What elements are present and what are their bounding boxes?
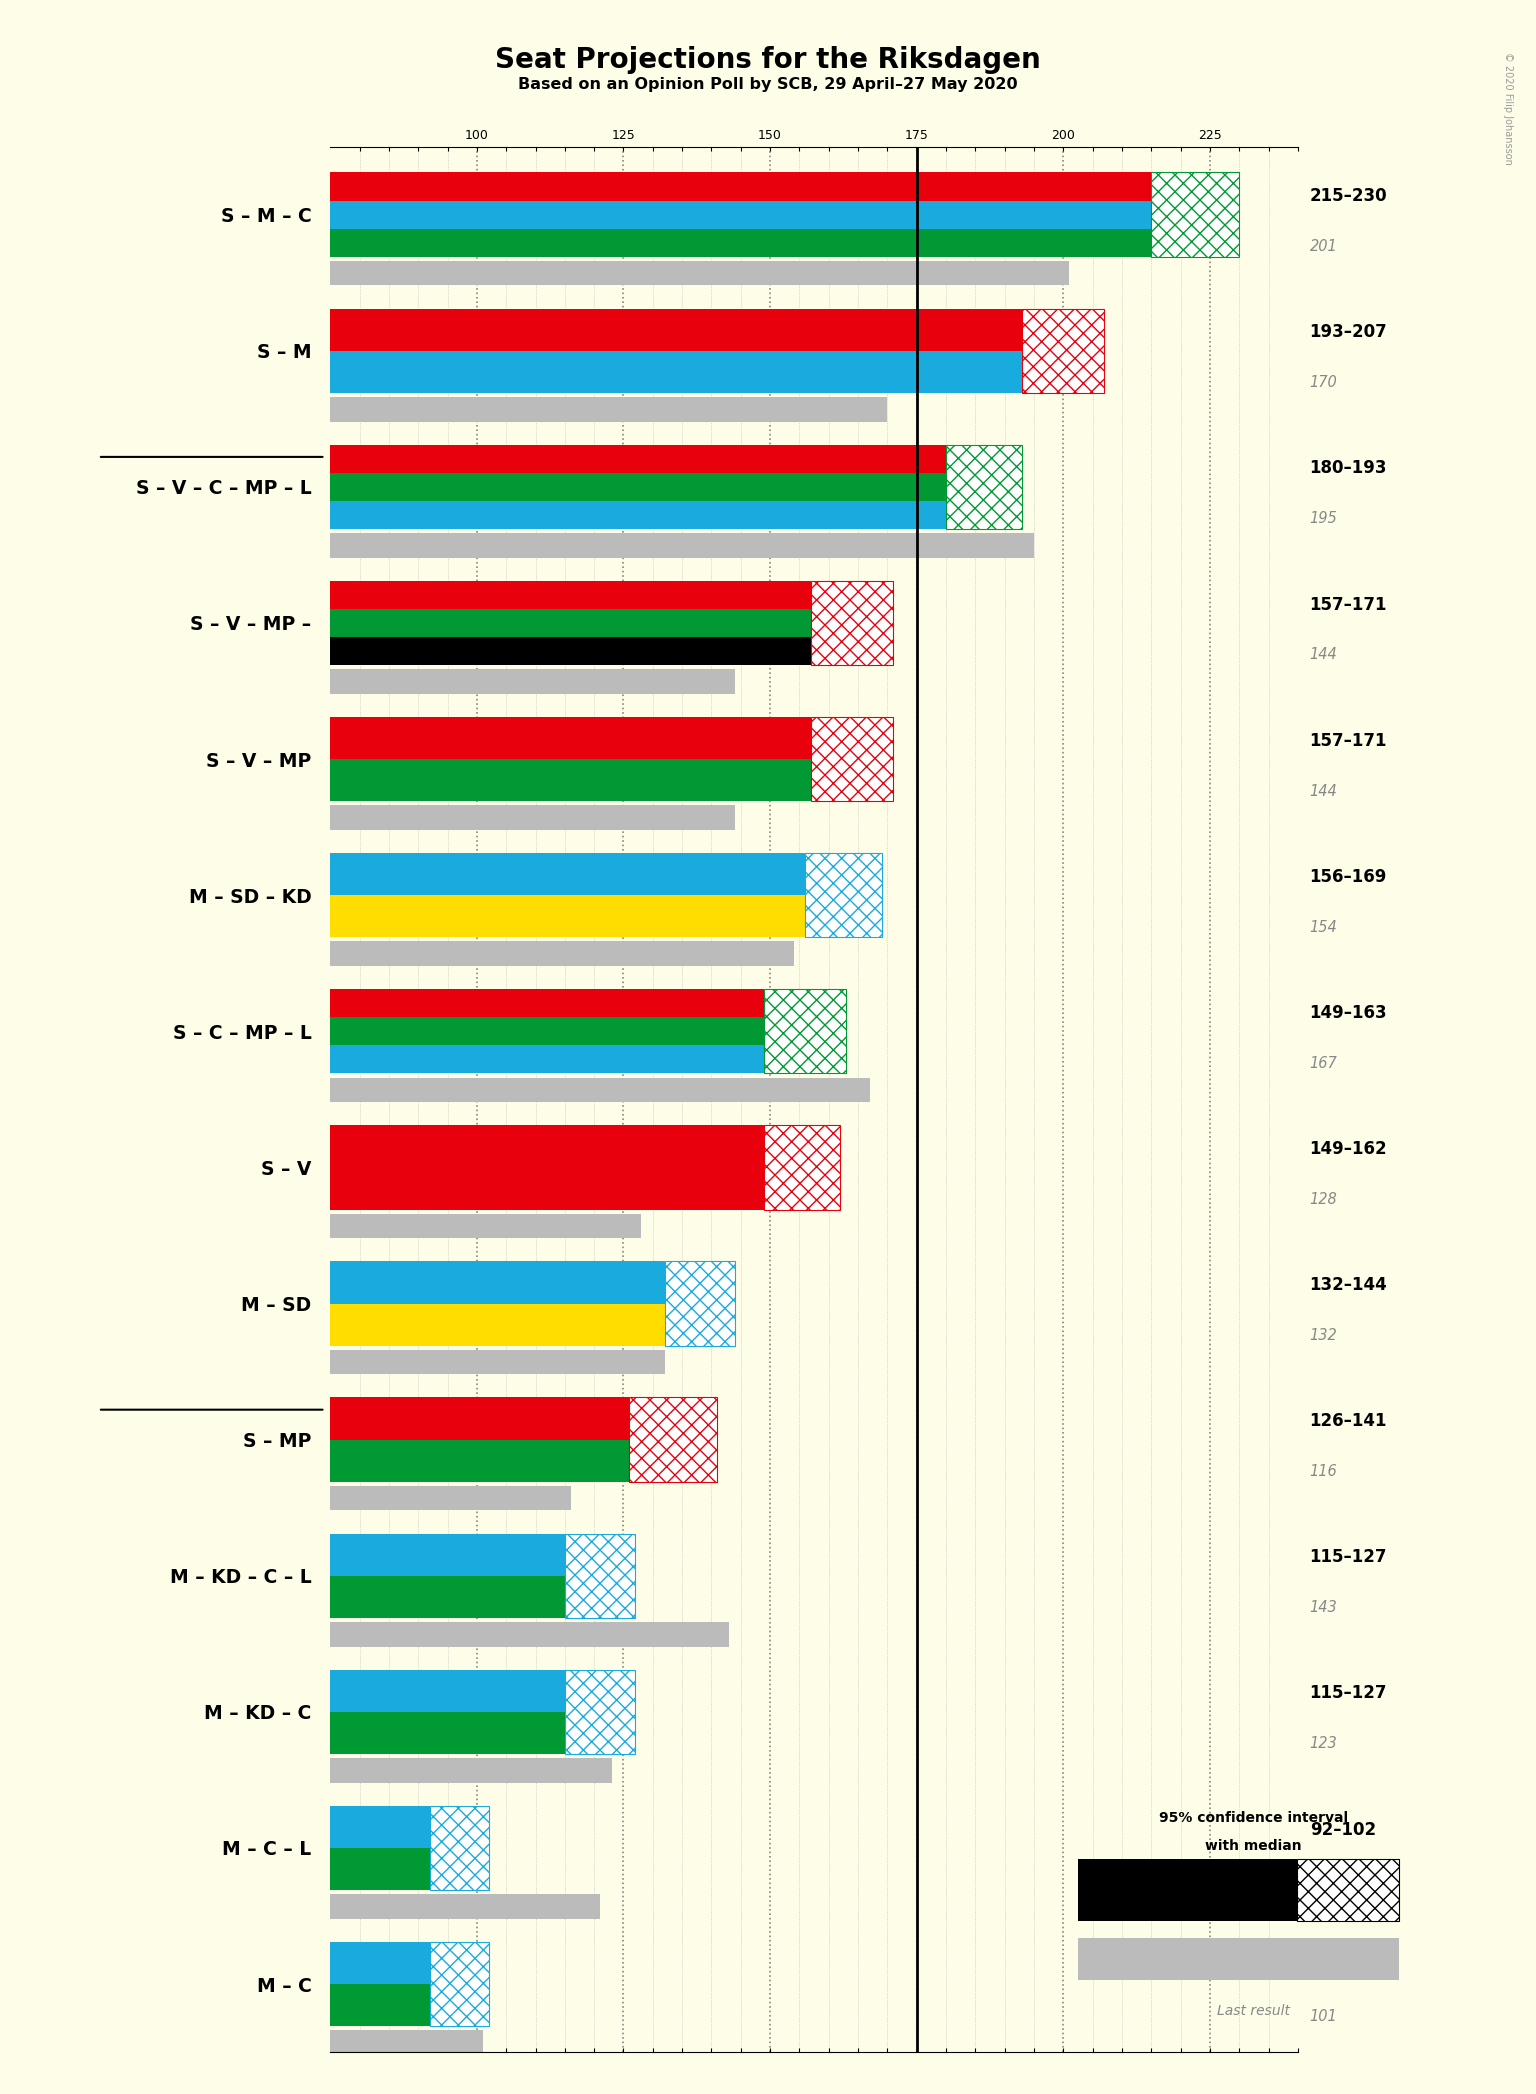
Text: © 2020 Filip Johansson: © 2020 Filip Johansson	[1502, 52, 1513, 165]
Text: 95% confidence interval: 95% confidence interval	[1158, 1811, 1349, 1826]
Bar	[330, 1623, 730, 1646]
Bar	[330, 1045, 765, 1074]
Text: 149–163: 149–163	[1310, 1003, 1387, 1022]
Text: 101: 101	[1310, 2008, 1338, 2023]
Bar	[946, 444, 1023, 530]
Bar	[811, 716, 894, 802]
Text: 144: 144	[1310, 783, 1338, 798]
Text: 132–144: 132–144	[1310, 1275, 1387, 1294]
Bar	[330, 1985, 430, 2027]
Bar	[330, 500, 946, 530]
Bar	[330, 942, 794, 965]
Text: 123: 123	[1310, 1736, 1338, 1751]
Bar	[330, 1351, 665, 1374]
Bar	[1152, 172, 1240, 258]
Bar	[430, 1805, 488, 1891]
Text: 201: 201	[1310, 239, 1338, 253]
Text: Last result: Last result	[1217, 2004, 1290, 2019]
Text: Seat Projections for the Riksdagen: Seat Projections for the Riksdagen	[495, 46, 1041, 73]
Bar	[330, 308, 1023, 352]
Text: 215–230: 215–230	[1310, 186, 1387, 205]
Text: 180–193: 180–193	[1310, 459, 1387, 477]
Bar	[565, 1669, 636, 1755]
Bar	[330, 1895, 601, 1918]
Bar	[330, 1487, 571, 1510]
Bar	[330, 1759, 611, 1782]
Bar	[330, 1397, 630, 1441]
Text: 92–102: 92–102	[1310, 1956, 1376, 1975]
Bar	[330, 262, 1069, 285]
Text: 170: 170	[1310, 375, 1338, 389]
Bar	[330, 1078, 869, 1101]
Bar	[330, 534, 1034, 557]
Bar	[330, 637, 811, 666]
Text: 115–127: 115–127	[1310, 1684, 1387, 1702]
Bar	[330, 1533, 565, 1575]
Bar	[330, 1941, 430, 1985]
Bar	[330, 1018, 765, 1045]
Bar	[330, 172, 1152, 201]
Bar	[1023, 308, 1104, 394]
Bar	[330, 1713, 565, 1755]
Bar	[330, 760, 811, 802]
Bar	[430, 1941, 488, 2027]
Text: with median: with median	[1206, 1839, 1301, 1853]
Text: 115–127: 115–127	[1310, 1547, 1387, 1566]
Bar	[811, 580, 894, 666]
Bar	[330, 444, 946, 473]
Bar	[330, 1805, 430, 1849]
Bar	[765, 988, 846, 1074]
Bar	[330, 806, 734, 829]
Bar	[330, 852, 805, 896]
Text: 167: 167	[1310, 1055, 1338, 1070]
Bar	[330, 670, 734, 693]
Bar	[330, 1577, 565, 1619]
Text: 157–171: 157–171	[1310, 595, 1387, 614]
Bar	[330, 352, 1023, 394]
Text: 154: 154	[1310, 919, 1338, 934]
Text: 195: 195	[1310, 511, 1338, 526]
Text: 157–171: 157–171	[1310, 731, 1387, 750]
Text: 193–207: 193–207	[1310, 322, 1387, 341]
Text: 149–162: 149–162	[1310, 1139, 1387, 1158]
Bar	[330, 896, 805, 938]
Bar	[330, 988, 765, 1018]
Text: Based on an Opinion Poll by SCB, 29 April–27 May 2020: Based on an Opinion Poll by SCB, 29 Apri…	[518, 77, 1018, 92]
Text: 126–141: 126–141	[1310, 1411, 1387, 1430]
Bar	[330, 2031, 482, 2054]
Bar	[330, 473, 946, 500]
Bar	[565, 1533, 636, 1619]
Bar	[1298, 1859, 1399, 1922]
Text: 128: 128	[1310, 1191, 1338, 1206]
Bar	[330, 609, 811, 637]
Bar	[330, 580, 811, 609]
Bar	[1078, 1939, 1399, 1979]
Bar	[765, 1124, 840, 1210]
Bar	[330, 1441, 630, 1483]
Text: 143: 143	[1310, 1600, 1338, 1614]
Text: 116: 116	[1310, 1464, 1338, 1478]
Bar	[330, 228, 1152, 258]
Bar	[330, 1847, 430, 1891]
Bar	[1078, 1859, 1298, 1922]
Bar	[330, 1261, 665, 1302]
Text: 92–102: 92–102	[1310, 1820, 1376, 1839]
Text: 144: 144	[1310, 647, 1338, 662]
Bar	[330, 398, 888, 421]
Text: 156–169: 156–169	[1310, 867, 1387, 886]
Bar	[330, 1302, 665, 1346]
Text: 121: 121	[1310, 1872, 1338, 1887]
Text: 132: 132	[1310, 1328, 1338, 1342]
Bar	[330, 716, 811, 760]
Bar	[330, 201, 1152, 228]
Bar	[630, 1397, 717, 1483]
Bar	[330, 658, 811, 666]
Bar	[665, 1261, 734, 1346]
Bar	[330, 1124, 765, 1210]
Bar	[805, 852, 882, 938]
Bar	[330, 1669, 565, 1713]
Bar	[330, 1215, 641, 1238]
